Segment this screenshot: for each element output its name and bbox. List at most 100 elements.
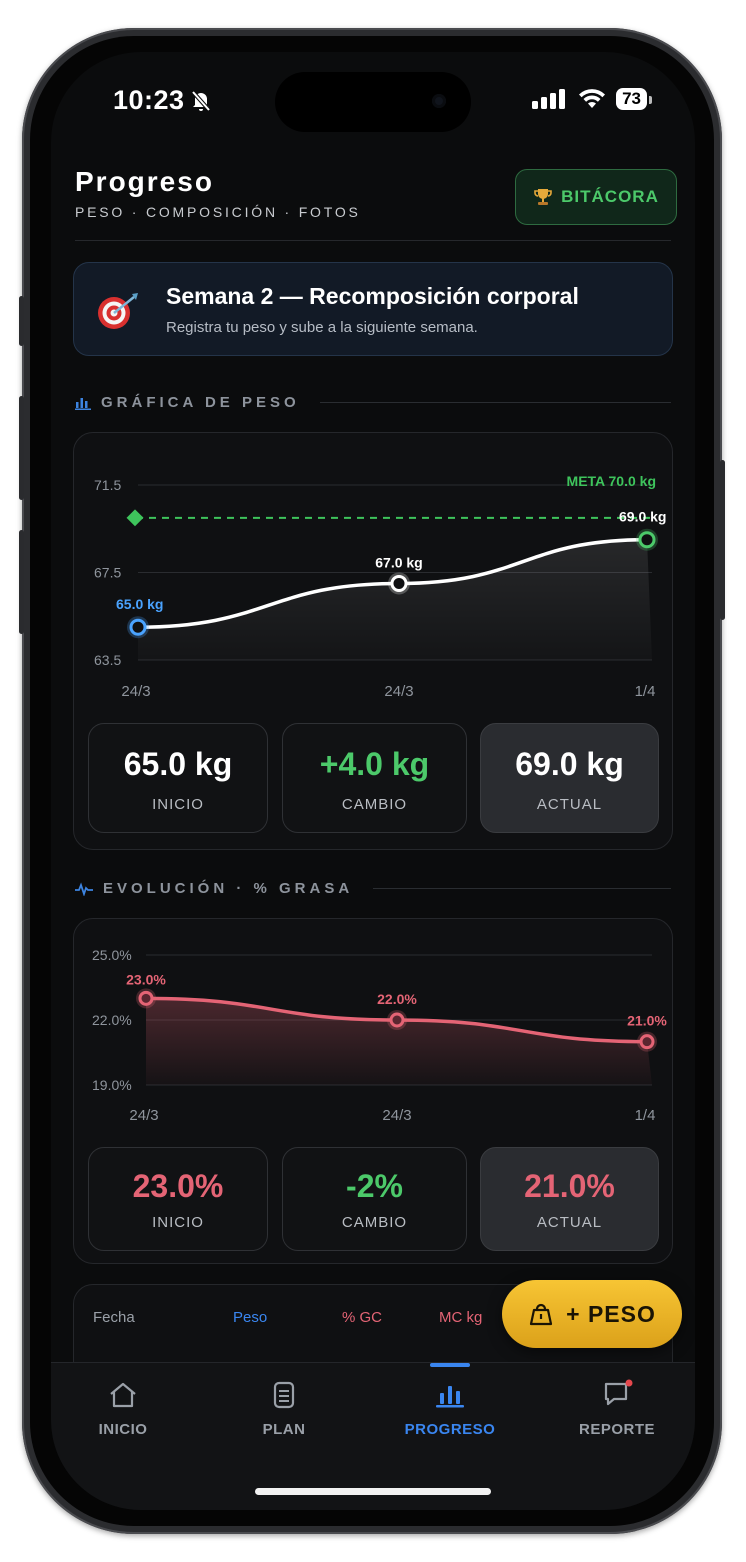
- weight-icon: [530, 1303, 553, 1326]
- banner-title: Semana 2 — Recomposición corporal: [166, 283, 579, 309]
- banner-subtitle: Registra tu peso y sube a la siguiente s…: [166, 319, 478, 336]
- fat-stat-start: 23.0% INICIO: [88, 1147, 268, 1251]
- data-point: [138, 990, 154, 1006]
- stat-label: ACTUAL: [536, 1214, 603, 1231]
- add-weight-label: + PESO: [566, 1300, 656, 1327]
- add-weight-button[interactable]: + PESO: [502, 1280, 682, 1348]
- target-icon: [98, 293, 138, 329]
- trophy-icon: [534, 189, 552, 205]
- battery-icon: 73: [616, 88, 652, 110]
- stat-value: 23.0%: [132, 1168, 224, 1204]
- data-label: 65.0 kg: [116, 596, 163, 612]
- data-label: 67.0 kg: [375, 554, 422, 570]
- stat-value: 69.0 kg: [515, 746, 624, 782]
- stat-label: INICIO: [152, 1214, 204, 1231]
- tab-label: REPORTE: [578, 1421, 655, 1438]
- stat-label: ACTUAL: [536, 796, 603, 813]
- table-header-muscle: MC kg: [439, 1309, 483, 1326]
- x-tick-label: 1/4: [635, 1107, 656, 1124]
- goal-marker: [126, 509, 144, 527]
- bar-chart-icon: [436, 1386, 464, 1408]
- table-header-fat: % GC: [342, 1309, 383, 1326]
- data-point: [638, 531, 656, 549]
- y-tick-label: 19.0%: [92, 1077, 132, 1093]
- action-button: [19, 296, 24, 346]
- tab-label: PLAN: [262, 1421, 306, 1438]
- home-icon: [110, 1382, 136, 1408]
- y-tick-label: 22.0%: [92, 1012, 132, 1028]
- wifi-icon: [579, 89, 606, 108]
- header-divider: [75, 240, 671, 241]
- goal-label: META 70.0 kg: [567, 473, 656, 489]
- status-time: 10:23: [113, 85, 211, 116]
- tab-bar: INICIO PLAN PROGRESO: [51, 1362, 695, 1510]
- pulse-icon: [75, 881, 93, 896]
- x-tick-label: 1/4: [635, 683, 656, 700]
- weight-chart-card: 71.5 67.5 63.5 META 70.0 kg 65.0 kg 67.0 kg 69…: [73, 432, 673, 850]
- stat-value: -2%: [346, 1168, 403, 1204]
- section-divider: [319, 402, 671, 403]
- volume-down-button: [19, 530, 24, 634]
- weight-section-header: GRÁFICA DE PESO: [75, 394, 671, 411]
- page-title: Progreso: [75, 166, 214, 197]
- page-subtitle: PESO · COMPOSICIÓN · FOTOS: [75, 204, 361, 220]
- data-point: [639, 1034, 655, 1050]
- power-button: [720, 460, 725, 620]
- home-indicator: [255, 1488, 491, 1495]
- chat-icon: [604, 1379, 633, 1406]
- section-divider: [373, 888, 671, 889]
- document-icon: [273, 1381, 295, 1409]
- stat-value: 65.0 kg: [123, 746, 233, 782]
- x-tick-label: 24/3: [382, 1107, 411, 1124]
- battery-level: 73: [622, 89, 641, 108]
- tab-label: PROGRESO: [404, 1421, 496, 1438]
- stat-label: CAMBIO: [341, 796, 408, 813]
- status-right: 73: [532, 88, 652, 110]
- y-tick-label: 25.0%: [92, 947, 132, 963]
- table-header-date: Fecha: [93, 1309, 135, 1326]
- x-tick-label: 24/3: [384, 683, 413, 700]
- fat-stat-change: -2% CAMBIO: [282, 1147, 467, 1251]
- screen: 10:23 73 Progreso PESO · COMPOSICIÓN · F…: [51, 52, 695, 1510]
- bitacora-button[interactable]: BITÁCORA: [515, 169, 677, 225]
- silent-bell-icon: [191, 90, 211, 111]
- dynamic-island: [275, 72, 471, 132]
- active-tab-indicator: [430, 1363, 470, 1367]
- data-label: 23.0%: [126, 971, 166, 987]
- stat-value: +4.0 kg: [319, 746, 430, 782]
- tab-label: INICIO: [98, 1421, 148, 1438]
- stat-value: 21.0%: [524, 1168, 615, 1204]
- camera-icon: [432, 94, 446, 108]
- weight-section-title: GRÁFICA DE PESO: [101, 394, 300, 411]
- x-tick-label: 24/3: [121, 683, 150, 700]
- fat-section-header: EVOLUCIÓN · % GRASA: [75, 880, 671, 897]
- data-point: [129, 618, 147, 636]
- data-label: 21.0%: [627, 1013, 667, 1029]
- bitacora-label: BITÁCORA: [561, 187, 659, 206]
- y-tick-label: 63.5: [94, 652, 121, 668]
- x-tick-label: 24/3: [129, 1107, 158, 1124]
- stat-label: INICIO: [152, 796, 204, 813]
- weight-stat-change: +4.0 kg CAMBIO: [282, 723, 467, 833]
- weight-stat-current: 69.0 kg ACTUAL: [480, 723, 659, 833]
- y-tick-label: 67.5: [94, 565, 121, 581]
- data-label: 69.0 kg: [619, 509, 666, 525]
- bar-chart-icon: [75, 397, 91, 410]
- fat-chart-card: 25.0% 22.0% 19.0% 23.0% 22.0% 21.0% 24/3 24/3 1/…: [73, 918, 673, 1264]
- fat-chart: 25.0% 22.0% 19.0% 23.0% 22.0% 21.0% 24/3 24/3 1/…: [92, 947, 667, 1124]
- area-fill: [146, 998, 652, 1085]
- table-header-weight: Peso: [233, 1309, 268, 1326]
- y-tick-label: 71.5: [94, 477, 121, 493]
- fat-section-title: EVOLUCIÓN · % GRASA: [103, 880, 354, 897]
- data-point: [390, 574, 408, 592]
- area-fill: [138, 539, 652, 660]
- time-text: 10:23: [113, 85, 185, 115]
- data-label: 22.0%: [377, 991, 417, 1007]
- week-banner[interactable]: Semana 2 — Recomposición corporal Regist…: [73, 262, 673, 356]
- weight-stat-start: 65.0 kg INICIO: [88, 723, 268, 833]
- stat-label: CAMBIO: [341, 1214, 408, 1231]
- fat-stat-current: 21.0% ACTUAL: [480, 1147, 659, 1251]
- volume-up-button: [19, 396, 24, 500]
- data-point: [389, 1012, 405, 1028]
- cellular-signal-icon: [532, 89, 566, 109]
